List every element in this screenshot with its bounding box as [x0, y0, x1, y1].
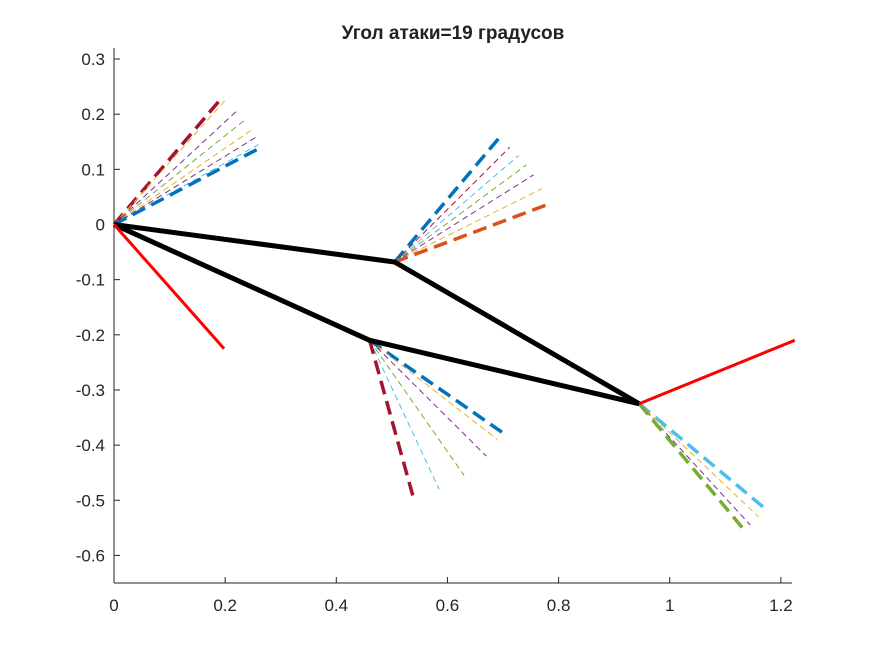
fan-ray	[393, 133, 504, 264]
x-tick-label: 0.8	[547, 596, 571, 615]
fan-ray	[369, 340, 465, 476]
y-tick-label: -0.1	[76, 271, 105, 290]
fan-ray	[638, 403, 759, 518]
fan-ray	[113, 119, 246, 225]
plot-area: 0 0.2 0.4 0.6 0.8 1 1.2 0.3 0.2 0.1 0 -0.1 -0.2 -0.3 -…	[76, 48, 796, 615]
fan-ray	[369, 339, 498, 440]
x-tick-label: 0.2	[213, 596, 237, 615]
fan-ray	[394, 164, 527, 263]
y-tick-label: 0	[96, 215, 105, 234]
fan-ray	[113, 100, 226, 225]
fan-ray	[113, 145, 263, 227]
fan-ray	[394, 201, 551, 264]
fan-ray	[113, 144, 259, 225]
y-tick-label: 0.1	[81, 160, 105, 179]
red-vector-line	[112, 223, 226, 350]
fan-ray	[394, 174, 534, 263]
fan-ray	[368, 338, 506, 436]
y-tick-label: -0.4	[76, 436, 105, 455]
y-tick-label: -0.6	[76, 546, 105, 565]
y-tick-label: 0.3	[81, 50, 105, 69]
fan-ray	[113, 111, 237, 225]
y-tick-label: -0.2	[76, 326, 105, 345]
fan-ray	[394, 146, 511, 263]
fan-ray	[367, 339, 416, 501]
fan-ray	[394, 155, 519, 263]
fan-ray	[113, 136, 256, 225]
chart-title: Угол атаки=19 градусов	[342, 23, 565, 44]
fan-ray	[112, 95, 225, 226]
fan-ray	[113, 128, 254, 225]
fan-ray	[638, 402, 769, 512]
x-tick-label: 0.4	[324, 596, 348, 615]
x-tick-label: 0	[109, 596, 118, 615]
y-tick-label: -0.3	[76, 381, 105, 400]
fan-ray	[394, 188, 543, 263]
y-tick-label: 0.2	[81, 105, 105, 124]
fan-ray	[369, 340, 440, 490]
x-tick-label: 1.2	[769, 596, 793, 615]
fan-ray	[637, 402, 747, 532]
fan-ray	[369, 339, 487, 457]
x-tick-label: 1	[665, 596, 674, 615]
fan-ray	[638, 403, 751, 526]
y-tick-label: -0.5	[76, 491, 105, 510]
red-vector-line	[638, 338, 796, 406]
x-tick-label: 0.6	[436, 596, 460, 615]
